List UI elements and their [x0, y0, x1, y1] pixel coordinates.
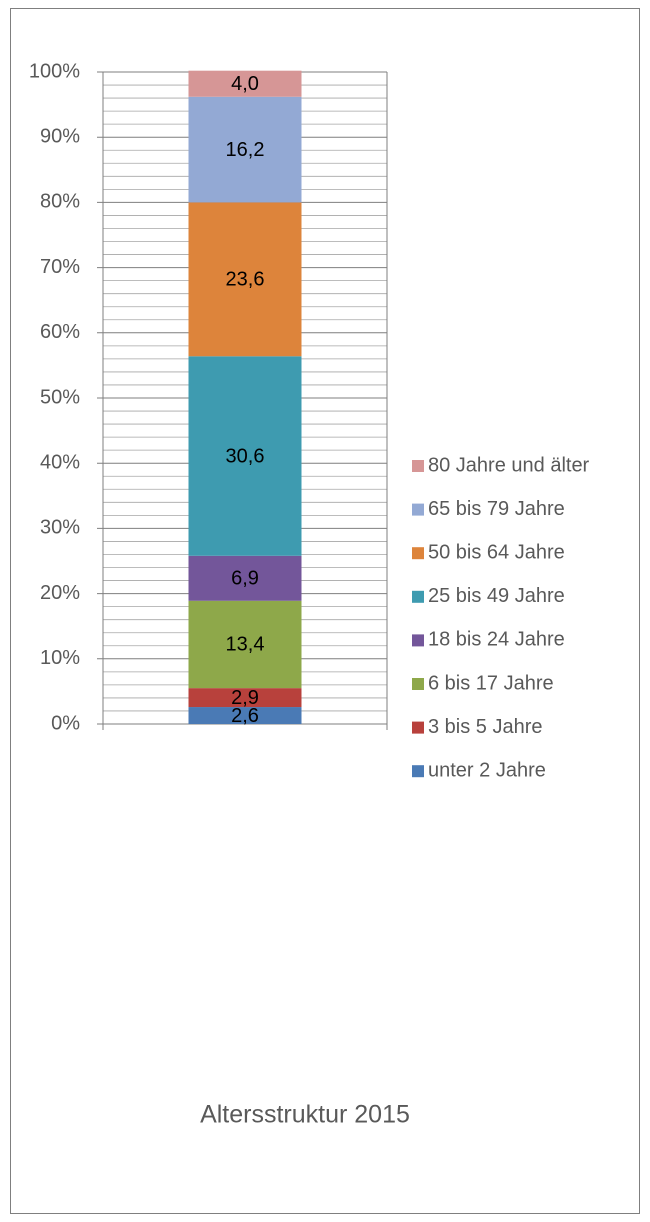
bar-segment: [188, 707, 302, 724]
legend-swatch: [412, 721, 424, 734]
data-label: 2,9: [231, 687, 259, 709]
legend-swatch: [412, 547, 424, 560]
legend-label: 50 bis 64 Jahre: [428, 541, 565, 563]
legend-swatch: [412, 590, 424, 603]
chart-frame: [10, 8, 640, 1214]
bar-segment: [188, 555, 302, 601]
x-category-label: Altersstruktur 2015: [200, 1101, 410, 1129]
legend-swatch: [412, 503, 424, 516]
data-label: 23,6: [226, 269, 265, 291]
y-tick-label: 20%: [40, 582, 80, 604]
bar-segment: [188, 96, 302, 203]
y-tick-label: 10%: [40, 647, 80, 669]
legend-label: 3 bis 5 Jahre: [428, 716, 543, 738]
y-tick-label: 0%: [51, 712, 80, 734]
legend-swatch: [412, 634, 424, 647]
bar-segment: [188, 70, 302, 97]
legend-label: 25 bis 49 Jahre: [428, 585, 565, 607]
legend-label: 80 Jahre und älter: [428, 454, 590, 476]
legend-label: 65 bis 79 Jahre: [428, 498, 565, 520]
data-label: 4,0: [231, 73, 259, 95]
legend-swatch: [412, 460, 424, 472]
bar-segment: [188, 688, 302, 708]
bar-segment: [188, 600, 302, 689]
data-label: 2,6: [231, 705, 259, 727]
y-tick-label: 100%: [29, 60, 80, 82]
y-tick-label: 60%: [40, 321, 80, 343]
legend-label: 18 bis 24 Jahre: [428, 629, 565, 651]
legend-swatch: [412, 765, 424, 778]
legend-label: unter 2 Jahre: [428, 759, 546, 781]
legend-label: 6 bis 17 Jahre: [428, 672, 554, 694]
y-tick-label: 50%: [40, 386, 80, 408]
data-label: 6,9: [231, 568, 259, 590]
bar-segment: [188, 356, 302, 556]
y-tick-label: 70%: [40, 256, 80, 278]
data-label: 16,2: [226, 139, 265, 161]
legend-swatch: [412, 678, 424, 690]
y-tick-label: 80%: [40, 191, 80, 213]
bar-segment: [188, 202, 302, 357]
y-tick-label: 90%: [40, 125, 80, 147]
y-tick-label: 30%: [40, 517, 80, 539]
y-tick-label: 40%: [40, 451, 80, 473]
data-label: 13,4: [226, 634, 265, 656]
data-label: 30,6: [226, 445, 265, 467]
